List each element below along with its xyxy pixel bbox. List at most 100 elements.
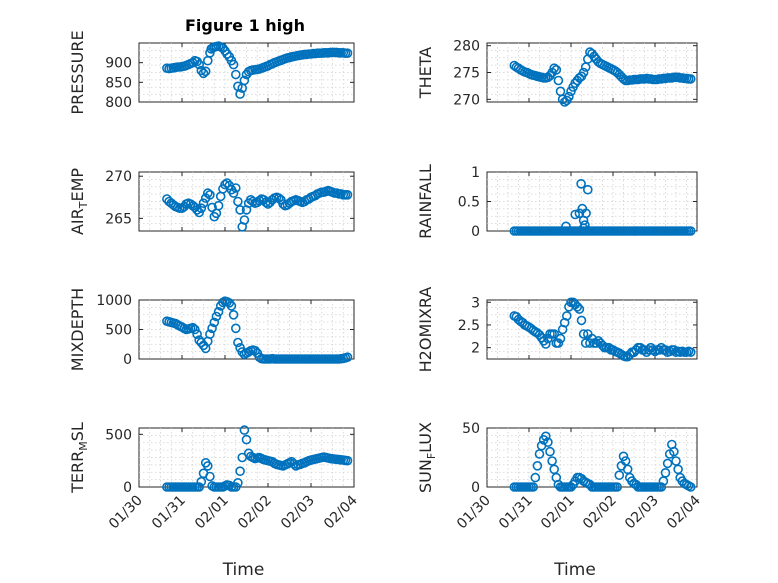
data-point — [241, 434, 252, 445]
data-point — [572, 301, 583, 312]
data-point — [226, 301, 237, 311]
series-terr_msl — [162, 425, 353, 492]
data-point — [662, 458, 673, 469]
data-point — [578, 223, 589, 233]
y-tick-label: 0 — [471, 480, 480, 496]
axes-theta: 270 275 280 THETA — [416, 39, 698, 108]
data-point — [196, 65, 207, 76]
data-point — [685, 74, 696, 84]
y-tick-label: 800 — [105, 95, 132, 111]
y-axis-label-main: SUN — [416, 459, 435, 493]
y-tick-label: 270 — [105, 169, 132, 185]
data-point — [239, 215, 250, 225]
x-tick-label: 01/30 — [106, 493, 146, 533]
data-point — [203, 188, 213, 198]
x-axis-label: Time — [553, 560, 596, 580]
data-point — [220, 179, 230, 190]
data-point — [648, 345, 658, 355]
x-tick-label: 02/02 — [580, 493, 620, 533]
data-point — [656, 482, 667, 492]
series-theta — [509, 47, 696, 107]
x-tick-label: 02/04 — [664, 492, 704, 532]
data-point — [231, 69, 241, 80]
x-tick-label: 02/04 — [321, 492, 361, 532]
data-point — [545, 446, 555, 457]
y-tick-label: 0 — [123, 480, 132, 496]
data-point — [207, 323, 217, 334]
data-point — [192, 329, 202, 340]
y-axis-label-tail: EMP — [68, 168, 87, 202]
y-axis-label-main: THETA — [416, 47, 435, 99]
figure-title: Figure 1 high — [185, 16, 305, 35]
data-point — [233, 196, 243, 207]
axes-air_temp: 265 270 AIRTEMP — [68, 168, 355, 235]
y-tick-label: 0.5 — [458, 195, 480, 211]
data-point — [582, 184, 593, 195]
data-point — [576, 179, 586, 189]
axes-terr_msl: 01/30 01/31 02/01 02/02 02/03 02/04 0 500 TERRMS… — [68, 422, 361, 580]
y-tick-label: 500 — [105, 427, 132, 443]
axes-h2omixra: 2 2.5 3 H2OMIXRA — [416, 287, 698, 373]
y-axis-label: TERRMSL — [68, 422, 90, 494]
axes-mixdepth: 0 500 1000 MIXDEPTH — [68, 288, 355, 371]
data-point — [213, 306, 224, 317]
data-point — [194, 482, 204, 492]
data-point — [581, 208, 591, 219]
y-axis-label: PRESSURE — [68, 30, 87, 114]
data-point — [213, 200, 224, 211]
data-point — [342, 190, 353, 200]
data-point — [198, 68, 209, 79]
data-point — [342, 48, 353, 59]
y-axis-label: THETA — [416, 47, 435, 99]
data-point — [555, 333, 566, 344]
data-point — [685, 347, 696, 358]
data-point — [248, 196, 258, 207]
series-sun_flux — [509, 431, 696, 492]
y-tick-label: 0 — [123, 352, 132, 368]
y-tick-label: 265 — [105, 211, 132, 227]
data-point — [578, 329, 589, 339]
series-mixdepth — [162, 296, 353, 364]
data-point — [209, 317, 220, 328]
data-point — [211, 311, 222, 322]
data-point — [549, 329, 560, 339]
y-tick-label: 0 — [471, 224, 480, 240]
data-point — [570, 209, 581, 220]
data-point — [685, 482, 696, 492]
y-tick-label: 1 — [471, 165, 480, 181]
data-point — [685, 226, 696, 236]
y-axis-label-subscript: T — [77, 201, 90, 209]
y-axis-label-main: H2OMIXRA — [416, 287, 435, 373]
y-axis-label: SUNFLUX — [416, 422, 438, 493]
data-point — [203, 461, 213, 471]
y-axis-label-tail: LUX — [416, 422, 435, 453]
data-point — [235, 89, 245, 99]
y-tick-label: 50 — [462, 421, 480, 437]
y-axis-label-main: RAINFALL — [416, 164, 435, 239]
data-point — [205, 190, 215, 200]
x-tick-label: 02/02 — [235, 493, 275, 533]
data-point — [190, 324, 200, 335]
x-tick-label: 01/31 — [496, 493, 536, 533]
x-tick-label: 02/01 — [538, 493, 578, 533]
x-tick-label: 01/30 — [454, 493, 494, 533]
data-point — [654, 345, 665, 355]
data-point — [574, 304, 585, 314]
data-point — [585, 338, 595, 348]
data-point — [532, 460, 543, 471]
data-point — [574, 208, 585, 219]
data-point — [205, 329, 215, 340]
data-point — [540, 431, 551, 442]
data-point — [342, 455, 353, 466]
axes-rainfall: 0 0.5 1 RAINFALL — [416, 164, 698, 240]
data-point — [188, 57, 198, 68]
data-point — [549, 63, 560, 73]
data-point — [342, 352, 353, 363]
x-axis-label: Time — [222, 560, 265, 580]
data-point — [612, 482, 623, 492]
data-point — [564, 91, 574, 102]
data-point — [228, 188, 239, 198]
y-axis-label: H2OMIXRA — [416, 287, 435, 373]
y-axis-label-main: PRESSURE — [68, 30, 87, 114]
